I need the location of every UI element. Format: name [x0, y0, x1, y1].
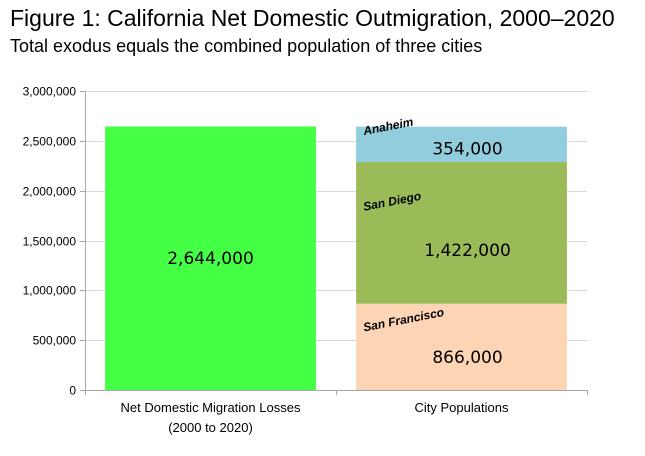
label-layer: Net Domestic Migration Losses (2000 to 20…	[121, 115, 511, 435]
chart-subtitle: Total exodus equals the combined populat…	[10, 36, 483, 56]
segment-value-label: 866,000	[432, 348, 502, 368]
bar-segment	[356, 161, 567, 304]
y-tick-label: 3,000,000	[23, 85, 77, 99]
segment-value-label: 1,422,000	[424, 241, 511, 261]
y-tick-label: 2,000,000	[23, 185, 77, 199]
bar-segment	[105, 126, 316, 391]
segment-value-label: 354,000	[432, 140, 502, 160]
bar-layer	[105, 126, 567, 391]
bar-segment	[356, 303, 567, 390]
x-category-label: Net Domestic Migration Losses	[121, 400, 301, 415]
chart-title: Figure 1: California Net Domestic Outmig…	[10, 5, 615, 31]
y-tick-label: 2,500,000	[23, 135, 77, 149]
y-tick-label: 500,000	[33, 334, 77, 348]
y-tick-label: 1,000,000	[23, 284, 77, 298]
bar-segment	[356, 126, 567, 162]
axis-layer: 0 500,000 1,000,000 1,500,000 2,000,000 2,500…	[23, 85, 588, 398]
y-tick-label: 1,500,000	[23, 235, 77, 249]
x-category-label: (2000 to 2020)	[168, 420, 253, 435]
x-category-label: City Populations	[415, 400, 509, 415]
y-tick-label: 0	[69, 384, 76, 398]
bar-value-label: 2,644,000	[167, 249, 254, 269]
